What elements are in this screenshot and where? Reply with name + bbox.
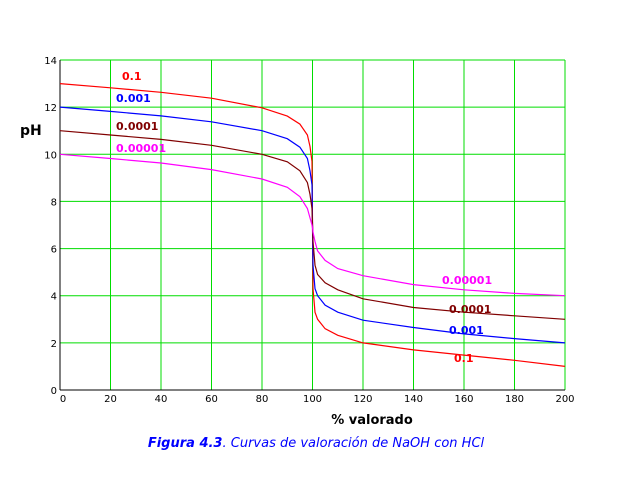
series-lines bbox=[59, 83, 566, 367]
x-tick-labels: 0 20 40 60 80 100 120 140 160 180 200 bbox=[60, 394, 575, 405]
y-tick-label: 10 bbox=[44, 150, 57, 161]
x-tick-label: 160 bbox=[454, 394, 473, 405]
figure-caption: Figura 4.3. Curvas de valoración de NaOH… bbox=[0, 436, 632, 451]
x-tick-label: 100 bbox=[303, 394, 322, 405]
x-tick-label: 200 bbox=[555, 394, 574, 405]
series-label-left: 0.0001 bbox=[116, 120, 158, 133]
x-tick-label: 60 bbox=[205, 394, 218, 405]
series-label-right: 0.001 bbox=[449, 324, 484, 337]
series-labels: 0.1 0.1 0.001 0.001 0.0001 0.0001 0.00001 0.000… bbox=[116, 70, 492, 365]
y-tick-label: 8 bbox=[51, 197, 57, 208]
y-tick-label: 6 bbox=[51, 245, 57, 256]
series-label-left: 0.1 bbox=[122, 70, 142, 83]
x-tick-label: 40 bbox=[155, 394, 168, 405]
y-tick-label: 12 bbox=[44, 103, 57, 114]
series-label-right: 0.1 bbox=[454, 352, 474, 365]
caption-figure-number: Figura 4.3 bbox=[147, 436, 223, 451]
x-tick-label: 120 bbox=[353, 394, 372, 405]
x-tick-label: 0 bbox=[60, 394, 66, 405]
x-tick-label: 80 bbox=[256, 394, 269, 405]
series-label-left: 0.00001 bbox=[116, 142, 166, 155]
caption-text: . Curvas de valoración de NaOH con HCl bbox=[222, 436, 485, 451]
series-label-right: 0.00001 bbox=[442, 274, 492, 287]
y-tick-label: 14 bbox=[44, 56, 57, 67]
x-tick-label: 20 bbox=[104, 394, 117, 405]
series-label-left: 0.001 bbox=[116, 92, 151, 105]
axes bbox=[59, 60, 565, 391]
series-line-3 bbox=[59, 153, 566, 297]
titration-chart: 0 20 40 60 80 100 120 140 160 180 200 02468101214 … bbox=[20, 56, 575, 428]
y-tick-labels: 0 2 4 6 8 10 12 14 bbox=[44, 56, 57, 397]
x-tick-label: 180 bbox=[505, 394, 524, 405]
x-tick-label: 140 bbox=[404, 394, 423, 405]
y-tick-label: 4 bbox=[51, 292, 57, 303]
y-tick-label: 0 bbox=[51, 386, 57, 397]
series-label-right: 0.0001 bbox=[449, 303, 491, 316]
y-axis-label: pH bbox=[20, 123, 42, 139]
y-tick-label: 2 bbox=[51, 339, 57, 350]
x-axis-label: % valorado bbox=[331, 413, 413, 428]
